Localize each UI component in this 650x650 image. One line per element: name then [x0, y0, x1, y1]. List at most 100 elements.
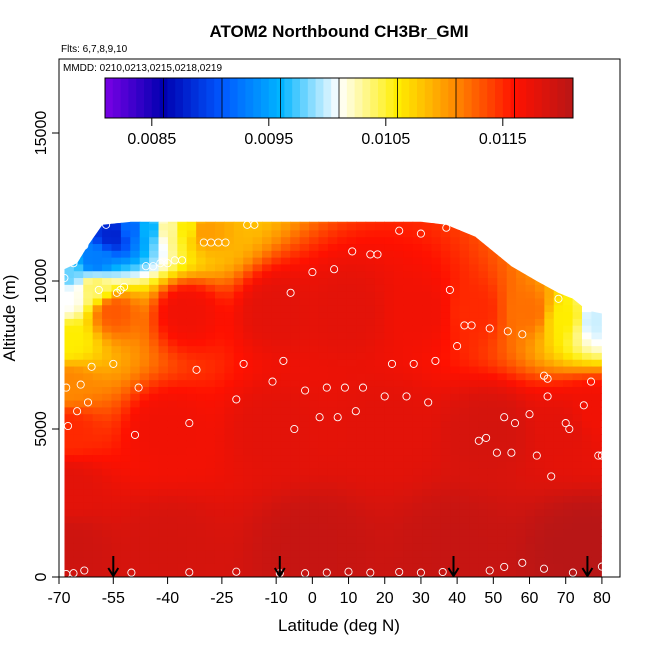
colorbar-segment	[448, 78, 457, 118]
field-cell	[384, 209, 394, 216]
field-cell	[403, 488, 414, 496]
field-cell	[271, 250, 282, 258]
field-cell	[83, 440, 94, 449]
field-cell	[610, 414, 620, 421]
field-cell	[356, 277, 367, 285]
field-cell	[149, 461, 160, 469]
field-cell	[393, 488, 404, 496]
field-cell	[553, 420, 564, 428]
field-cell	[252, 536, 263, 544]
field-cell	[478, 304, 489, 313]
field-cell	[553, 284, 564, 292]
field-cell	[525, 297, 536, 306]
field-cell	[83, 257, 94, 265]
observation-point	[500, 413, 509, 422]
field-cell	[299, 481, 310, 490]
field-cell	[158, 440, 169, 449]
field-cell	[544, 325, 555, 333]
observation-point	[69, 259, 78, 268]
field-cell	[299, 297, 310, 306]
observation-point	[500, 562, 509, 571]
field-cell	[233, 270, 244, 279]
field-cell	[111, 474, 122, 483]
field-cell	[205, 352, 216, 360]
field-cell	[205, 222, 216, 231]
field-cell	[177, 522, 188, 530]
field-cell	[186, 495, 197, 503]
field-cell	[563, 495, 574, 503]
field-cell	[600, 399, 602, 408]
field-cell	[422, 359, 433, 367]
field-cell	[158, 529, 169, 537]
field-cell	[337, 352, 348, 360]
field-cell	[73, 522, 84, 530]
field-cell	[591, 318, 602, 326]
field-cell	[563, 434, 574, 442]
field-cell	[309, 508, 320, 517]
field-cell	[214, 277, 225, 285]
field-cell	[544, 359, 555, 367]
field-cell	[243, 270, 254, 279]
field-cell	[214, 556, 225, 564]
field-cell	[327, 420, 338, 428]
field-cell	[149, 365, 160, 374]
field-cell	[290, 406, 301, 415]
field-cell	[149, 222, 160, 231]
field-cell	[393, 291, 404, 299]
field-cell	[167, 488, 178, 496]
field-cell	[214, 413, 225, 422]
field-cell	[93, 209, 103, 216]
field-cell	[516, 270, 527, 279]
field-cell	[214, 434, 225, 442]
field-cell	[525, 386, 536, 394]
field-cell	[309, 236, 320, 245]
field-cell	[318, 399, 329, 408]
field-cell	[186, 386, 197, 394]
field-cell	[374, 243, 385, 251]
field-cell	[262, 393, 273, 401]
field-cell	[487, 352, 498, 360]
field-cell	[469, 495, 480, 503]
field-cell	[544, 502, 555, 510]
field-cell	[450, 542, 461, 551]
field-cell	[309, 338, 320, 347]
field-cell	[374, 250, 385, 258]
field-cell	[252, 549, 263, 558]
field-cell	[130, 291, 141, 299]
field-cell	[243, 468, 254, 476]
field-cell	[243, 263, 254, 272]
field-cell	[205, 508, 216, 517]
field-cell	[327, 515, 338, 524]
field-cell	[459, 311, 470, 319]
field-cell	[497, 393, 508, 401]
field-cell	[610, 209, 620, 216]
field-cell	[252, 563, 263, 571]
field-cell	[346, 270, 357, 279]
field-cell	[233, 236, 244, 245]
field-cell	[393, 372, 404, 381]
field-cell	[186, 461, 197, 469]
field-cell	[600, 468, 602, 476]
field-cell	[102, 379, 113, 387]
field-cell	[158, 372, 169, 381]
field-cell	[167, 434, 178, 442]
field-cell	[534, 502, 545, 510]
field-cell	[130, 372, 141, 381]
field-cell	[271, 318, 282, 326]
field-cell	[469, 257, 480, 265]
field-cell	[64, 229, 75, 238]
field-cell	[299, 522, 310, 530]
field-cell	[591, 413, 602, 422]
field-cell	[572, 365, 583, 374]
field-cell	[365, 263, 376, 272]
field-cell	[440, 502, 451, 510]
field-cell	[290, 222, 301, 231]
field-cell	[534, 556, 545, 564]
field-cell	[177, 325, 188, 333]
field-cell	[478, 563, 489, 571]
field-cell	[167, 515, 178, 524]
field-cell	[73, 270, 84, 279]
field-cell	[469, 399, 480, 408]
field-cell	[167, 359, 178, 367]
field-cell	[497, 502, 508, 510]
